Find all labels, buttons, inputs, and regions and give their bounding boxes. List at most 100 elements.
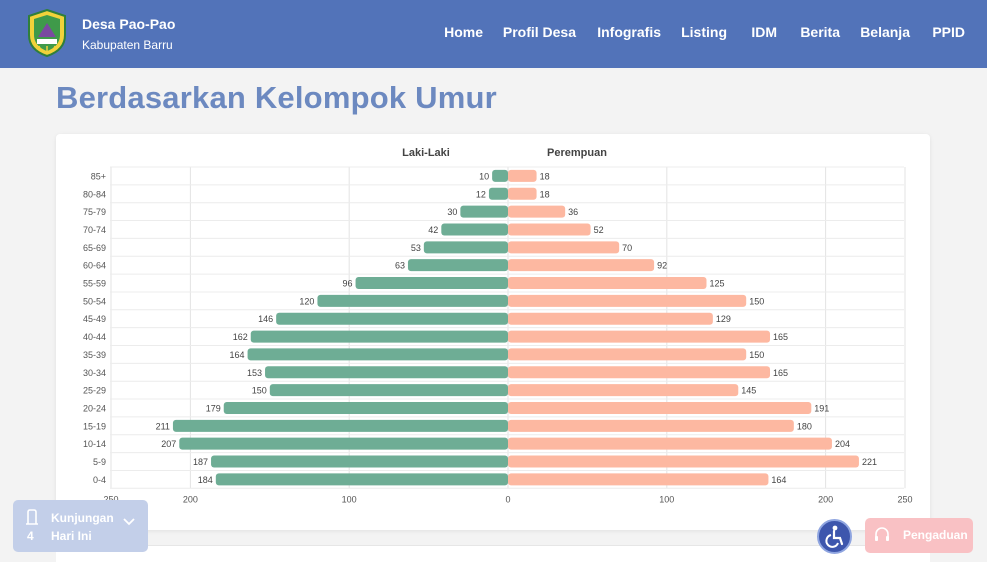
data-label-female: 18: [540, 171, 550, 181]
bar-female[interactable]: [508, 205, 566, 218]
bar-female[interactable]: [508, 330, 771, 343]
bar-female[interactable]: [508, 223, 591, 236]
data-label-female: 165: [773, 368, 788, 378]
data-label-male: 96: [343, 279, 353, 289]
data-label-female: 150: [749, 296, 764, 306]
age-group-label: 60-64: [83, 261, 106, 271]
nav-infografis[interactable]: Infografis: [597, 24, 661, 40]
data-label-female: 221: [862, 457, 877, 467]
data-label-male: 211: [156, 421, 170, 431]
age-group-label: 15-19: [83, 421, 106, 431]
data-label-female: 92: [657, 261, 667, 271]
bar-male[interactable]: [276, 312, 508, 325]
site-subtitle: Kabupaten Barru: [82, 38, 173, 52]
data-label-female: 18: [540, 189, 550, 199]
bar-female[interactable]: [508, 348, 747, 361]
visitor-counter-widget[interactable]: 4 Kunjungan Hari Ini: [13, 500, 148, 552]
nav-belanja[interactable]: Belanja: [860, 24, 910, 40]
age-group-label: 85+: [91, 171, 106, 181]
x-axis-tick-label: 200: [818, 494, 833, 504]
data-label-male: 12: [476, 189, 486, 199]
visitor-count: 4: [27, 529, 34, 543]
x-axis-tick-label: 100: [659, 494, 674, 504]
data-label-male: 146: [258, 314, 273, 324]
bar-male[interactable]: [179, 437, 508, 450]
legend-female[interactable]: Perempuan: [547, 147, 607, 159]
data-label-female: 145: [741, 386, 756, 396]
bar-female[interactable]: [508, 401, 812, 414]
data-label-female: 191: [814, 403, 829, 413]
building-icon: [26, 509, 38, 525]
age-group-label: 70-74: [83, 225, 106, 235]
nav-berita[interactable]: Berita: [800, 24, 840, 40]
nav-idm[interactable]: IDM: [751, 24, 777, 40]
age-group-label: 10-14: [83, 439, 106, 449]
bar-female[interactable]: [508, 419, 794, 432]
complaint-button[interactable]: Pengaduan: [865, 518, 973, 553]
data-label-male: 120: [299, 296, 314, 306]
accessibility-button[interactable]: [817, 519, 852, 554]
nav-ppid[interactable]: PPID: [932, 24, 965, 40]
bar-female[interactable]: [508, 312, 713, 325]
bar-female[interactable]: [508, 259, 655, 272]
bar-male[interactable]: [223, 401, 509, 414]
data-label-female: 129: [716, 314, 731, 324]
nav-profil-desa[interactable]: Profil Desa: [502, 24, 576, 40]
data-label-female: 204: [835, 439, 850, 449]
data-label-female: 150: [749, 350, 764, 360]
headset-icon: [875, 527, 889, 541]
bar-male[interactable]: [250, 330, 508, 343]
chevron-down-icon[interactable]: [123, 518, 135, 526]
age-group-label: 0-4: [93, 475, 106, 485]
bar-male[interactable]: [407, 259, 508, 272]
bar-male[interactable]: [441, 223, 508, 236]
bar-female[interactable]: [508, 455, 859, 468]
data-label-male: 63: [395, 261, 405, 271]
bar-female[interactable]: [508, 187, 537, 200]
data-label-female: 180: [797, 421, 812, 431]
data-label-male: 30: [447, 207, 457, 217]
data-label-female: 164: [771, 475, 786, 485]
bar-male[interactable]: [215, 473, 509, 486]
bar-female[interactable]: [508, 277, 707, 290]
data-label-male: 153: [247, 368, 262, 378]
data-label-male: 42: [428, 225, 438, 235]
data-label-male: 179: [206, 403, 221, 413]
site-name[interactable]: Desa Pao-Pao: [82, 16, 176, 32]
bar-male[interactable]: [355, 277, 508, 290]
data-label-male: 53: [411, 243, 421, 253]
bar-female[interactable]: [508, 384, 739, 397]
bar-male[interactable]: [172, 419, 508, 432]
age-group-label: 35-39: [83, 350, 106, 360]
bar-female[interactable]: [508, 169, 537, 182]
age-group-label: 75-79: [83, 207, 106, 217]
bar-female[interactable]: [508, 366, 771, 379]
bar-male[interactable]: [423, 241, 508, 254]
legend-male[interactable]: Laki-Laki: [402, 147, 450, 159]
data-label-male: 184: [198, 475, 213, 485]
bar-male[interactable]: [211, 455, 508, 468]
bar-male[interactable]: [317, 294, 508, 307]
nav-listing[interactable]: Listing: [681, 24, 727, 40]
visitor-label-line2: Hari Ini: [51, 529, 92, 543]
nav-home[interactable]: Home: [444, 24, 483, 40]
data-label-male: 207: [161, 439, 176, 449]
bar-female[interactable]: [508, 294, 747, 307]
age-group-label: 45-49: [83, 314, 106, 324]
bar-male[interactable]: [488, 187, 508, 200]
bar-female[interactable]: [508, 473, 769, 486]
regency-shield-logo[interactable]: [26, 9, 68, 57]
bar-male[interactable]: [492, 169, 508, 182]
x-axis-tick-label: 250: [103, 494, 118, 504]
age-group-label: 55-59: [83, 279, 106, 289]
bar-female[interactable]: [508, 241, 620, 254]
x-axis-tick-label: 0: [505, 494, 510, 504]
age-group-label: 65-69: [83, 243, 106, 253]
data-label-female: 36: [568, 207, 578, 217]
bar-male[interactable]: [269, 384, 508, 397]
bar-female[interactable]: [508, 437, 832, 450]
bar-male[interactable]: [265, 366, 508, 379]
bar-male[interactable]: [460, 205, 508, 218]
age-group-label: 80-84: [83, 189, 106, 199]
bar-male[interactable]: [247, 348, 508, 361]
